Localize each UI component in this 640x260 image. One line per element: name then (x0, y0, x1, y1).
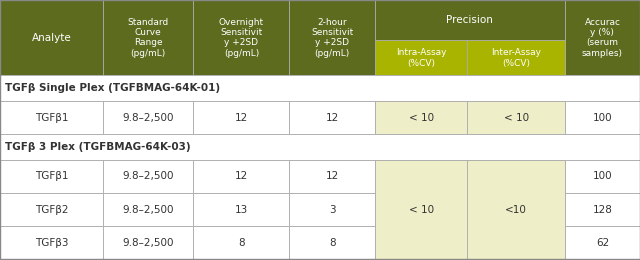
Bar (467, 40, 565, 75)
Text: Standard
Curve
Range
(pg/mL): Standard Curve Range (pg/mL) (127, 18, 169, 58)
Bar (103, 160, 193, 193)
Text: 9.8–2,500: 9.8–2,500 (122, 113, 174, 122)
Bar (565, 0, 640, 75)
Text: TGFβ 3 Plex (TGFBMAG-64K-03): TGFβ 3 Plex (TGFBMAG-64K-03) (5, 142, 191, 152)
Bar (193, 101, 289, 134)
Bar (289, 0, 375, 75)
Bar (375, 0, 565, 40)
Text: TGFβ Single Plex (TGFBMAG-64K-01): TGFβ Single Plex (TGFBMAG-64K-01) (5, 83, 220, 93)
Text: 8: 8 (329, 238, 335, 248)
Bar (565, 101, 640, 134)
Bar (0, 75, 640, 101)
Text: 9.8–2,500: 9.8–2,500 (122, 238, 174, 248)
Text: 2-hour
Sensitivit
y +2SD
(pg/mL): 2-hour Sensitivit y +2SD (pg/mL) (311, 18, 353, 58)
Text: 8: 8 (238, 238, 244, 248)
Bar (289, 193, 375, 226)
Text: 62: 62 (596, 238, 609, 248)
Text: 100: 100 (593, 171, 612, 181)
Text: < 10: < 10 (409, 113, 434, 122)
Bar (375, 160, 467, 259)
Text: TGFβ1: TGFβ1 (35, 171, 68, 181)
Text: Accurac
y (%)
(serum
samples): Accurac y (%) (serum samples) (582, 18, 623, 58)
Text: < 10: < 10 (409, 205, 434, 214)
Bar (375, 40, 467, 75)
Text: 12: 12 (326, 171, 339, 181)
Bar (193, 193, 289, 226)
Bar (0, 193, 103, 226)
Text: 100: 100 (593, 113, 612, 122)
Text: 13: 13 (235, 205, 248, 214)
Text: Inter-Assay
(%CV): Inter-Assay (%CV) (491, 48, 541, 68)
Text: <10: <10 (505, 205, 527, 214)
Bar (289, 226, 375, 259)
Bar (103, 193, 193, 226)
Text: TGFβ1: TGFβ1 (35, 113, 68, 122)
Bar (103, 226, 193, 259)
Bar (467, 160, 565, 259)
Text: 12: 12 (235, 171, 248, 181)
Text: TGFβ2: TGFβ2 (35, 205, 68, 214)
Bar (0, 101, 103, 134)
Bar (289, 160, 375, 193)
Text: 12: 12 (326, 113, 339, 122)
Bar (193, 226, 289, 259)
Text: TGFβ3: TGFβ3 (35, 238, 68, 248)
Text: Precision: Precision (447, 15, 493, 25)
Text: 128: 128 (593, 205, 612, 214)
Text: Analyte: Analyte (31, 33, 71, 43)
Bar (193, 160, 289, 193)
Bar (0, 134, 640, 160)
Text: Intra-Assay
(%CV): Intra-Assay (%CV) (396, 48, 447, 68)
Bar (375, 101, 467, 134)
Bar (103, 101, 193, 134)
Text: 9.8–2,500: 9.8–2,500 (122, 171, 174, 181)
Text: < 10: < 10 (504, 113, 529, 122)
Bar (103, 0, 193, 75)
Bar (193, 0, 289, 75)
Text: Overnight
Sensitivit
y +2SD
(pg/mL): Overnight Sensitivit y +2SD (pg/mL) (219, 18, 264, 58)
Text: 3: 3 (329, 205, 335, 214)
Bar (565, 160, 640, 193)
Bar (0, 160, 103, 193)
Bar (565, 226, 640, 259)
Text: 9.8–2,500: 9.8–2,500 (122, 205, 174, 214)
Bar (565, 193, 640, 226)
Bar (0, 0, 103, 75)
Text: 12: 12 (235, 113, 248, 122)
Bar (0, 226, 103, 259)
Bar (467, 101, 565, 134)
Bar (289, 101, 375, 134)
